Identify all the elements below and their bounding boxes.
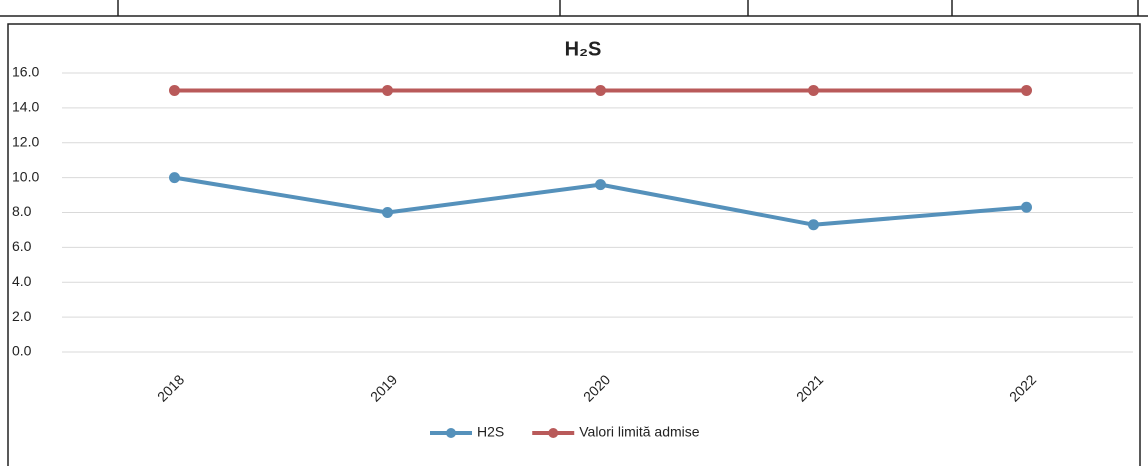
y-tick-label: 2.0 xyxy=(12,308,32,324)
legend-label: Valori limită admise xyxy=(579,424,700,440)
y-tick-label: 8.0 xyxy=(12,203,32,219)
data-point xyxy=(1021,201,1032,213)
y-tick-label: 14.0 xyxy=(12,99,39,115)
y-tick-label: 12.0 xyxy=(12,133,39,149)
y-tick-label: 10.0 xyxy=(12,168,39,184)
y-tick-label: 0.0 xyxy=(12,343,32,359)
data-point xyxy=(595,179,606,191)
x-tick-label: 2022 xyxy=(1006,371,1039,404)
data-point xyxy=(595,84,606,96)
y-tick-label: 4.0 xyxy=(12,273,32,289)
data-point xyxy=(169,172,180,184)
legend-swatch-marker xyxy=(446,428,456,438)
data-point xyxy=(169,84,180,96)
chart-frame xyxy=(7,23,1141,466)
data-point xyxy=(382,207,393,218)
chart-title: H₂S xyxy=(565,38,602,60)
y-tick-label: 6.0 xyxy=(12,238,32,254)
data-point xyxy=(382,84,393,96)
data-point xyxy=(1021,84,1032,96)
x-tick-label: 2018 xyxy=(154,371,187,404)
legend-swatch-marker xyxy=(548,428,559,438)
data-point xyxy=(808,219,819,231)
x-tick-label: 2021 xyxy=(793,371,826,404)
table-fragment xyxy=(0,0,1148,17)
x-tick-label: 2019 xyxy=(367,371,400,404)
data-point xyxy=(808,84,819,96)
legend-label: H2S xyxy=(477,424,504,440)
y-tick-label: 16.0 xyxy=(12,64,39,80)
x-tick-label: 2020 xyxy=(580,371,613,404)
